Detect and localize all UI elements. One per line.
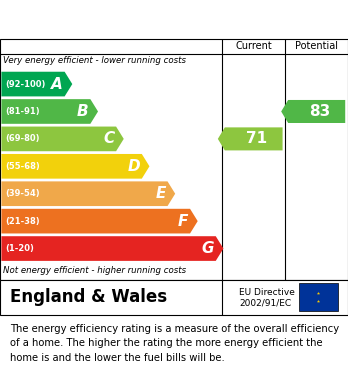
Text: EU Directive: EU Directive: [239, 289, 295, 298]
Text: (81-91): (81-91): [6, 107, 40, 116]
Text: E: E: [156, 186, 166, 201]
Text: F: F: [178, 213, 188, 229]
Polygon shape: [1, 99, 98, 124]
Polygon shape: [218, 127, 283, 151]
Polygon shape: [1, 209, 198, 233]
Text: England & Wales: England & Wales: [10, 288, 168, 306]
Text: The energy efficiency rating is a measure of the overall efficiency of a home. T: The energy efficiency rating is a measur…: [10, 324, 340, 363]
Text: (1-20): (1-20): [6, 244, 34, 253]
Polygon shape: [1, 181, 175, 206]
Text: (39-54): (39-54): [6, 189, 40, 198]
Text: 71: 71: [246, 131, 267, 146]
Text: C: C: [103, 131, 114, 146]
Text: (69-80): (69-80): [6, 135, 40, 143]
Polygon shape: [1, 154, 149, 179]
Text: (92-100): (92-100): [6, 79, 46, 89]
Text: (55-68): (55-68): [6, 162, 40, 171]
Text: G: G: [201, 241, 214, 256]
Text: Potential: Potential: [295, 41, 338, 51]
Polygon shape: [1, 236, 223, 261]
Text: Current: Current: [235, 41, 272, 51]
Polygon shape: [1, 127, 124, 151]
Text: Energy Efficiency Rating: Energy Efficiency Rating: [10, 13, 232, 28]
Bar: [299, 283, 338, 311]
Polygon shape: [1, 72, 72, 97]
Text: D: D: [127, 159, 140, 174]
Text: Not energy efficient - higher running costs: Not energy efficient - higher running co…: [3, 266, 186, 275]
Text: 2002/91/EC: 2002/91/EC: [239, 299, 292, 308]
Text: 83: 83: [309, 104, 330, 119]
Text: A: A: [51, 77, 63, 91]
Text: (21-38): (21-38): [6, 217, 40, 226]
Text: Very energy efficient - lower running costs: Very energy efficient - lower running co…: [3, 56, 186, 65]
Polygon shape: [281, 100, 345, 123]
Text: B: B: [77, 104, 89, 119]
